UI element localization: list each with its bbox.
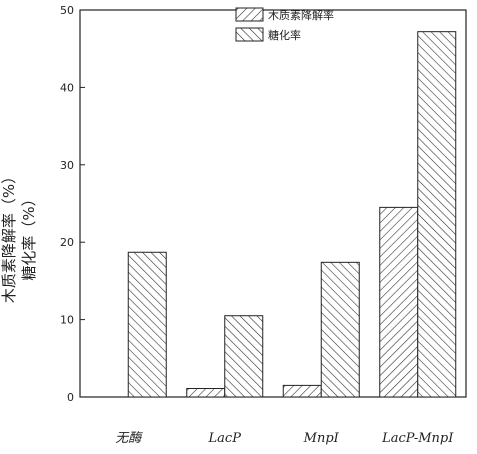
y-tick-label: 40 — [60, 81, 74, 94]
y-tick-label: 10 — [60, 314, 74, 327]
bar-series-1-cat-3 — [282, 384, 322, 398]
bar-series-1-cat-4 — [379, 206, 419, 398]
x-category-label: 无酶 — [115, 431, 143, 446]
y-axis-title-line1: 木质素降解率（%） — [0, 169, 18, 303]
legend-swatch-series-2 — [235, 27, 264, 42]
y-tick-label: 30 — [60, 159, 74, 172]
bar-series-2-cat-1 — [127, 251, 167, 398]
y-tick-label: 0 — [67, 391, 74, 404]
legend-label-series-1: 木质素降解率 — [268, 8, 334, 22]
y-tick-label: 50 — [60, 4, 74, 17]
bar-series-2-cat-3 — [320, 261, 360, 398]
x-category-label: MnpI — [303, 431, 340, 446]
bar-series-2-cat-2 — [224, 315, 264, 398]
y-axis-title-line2: 糖化率（%） — [20, 191, 38, 280]
bar-series-1-cat-2 — [186, 387, 226, 398]
y-axis-ticks: 0 10 20 30 40 50 — [60, 4, 85, 404]
bar-series-2-cat-4 — [417, 31, 457, 398]
bars-group — [127, 31, 457, 398]
x-category-label: LacP-MnpI — [381, 431, 454, 446]
x-category-label: LacP — [208, 431, 242, 446]
plot-frame — [79, 9, 467, 398]
x-axis-labels: 无酶 LacP MnpI LacP-MnpI — [115, 431, 454, 446]
legend-swatch-series-1 — [235, 7, 264, 22]
legend: 木质素降解率 糖化率 — [235, 7, 334, 42]
legend-label-series-2: 糖化率 — [268, 28, 301, 42]
y-tick-label: 20 — [60, 236, 74, 249]
